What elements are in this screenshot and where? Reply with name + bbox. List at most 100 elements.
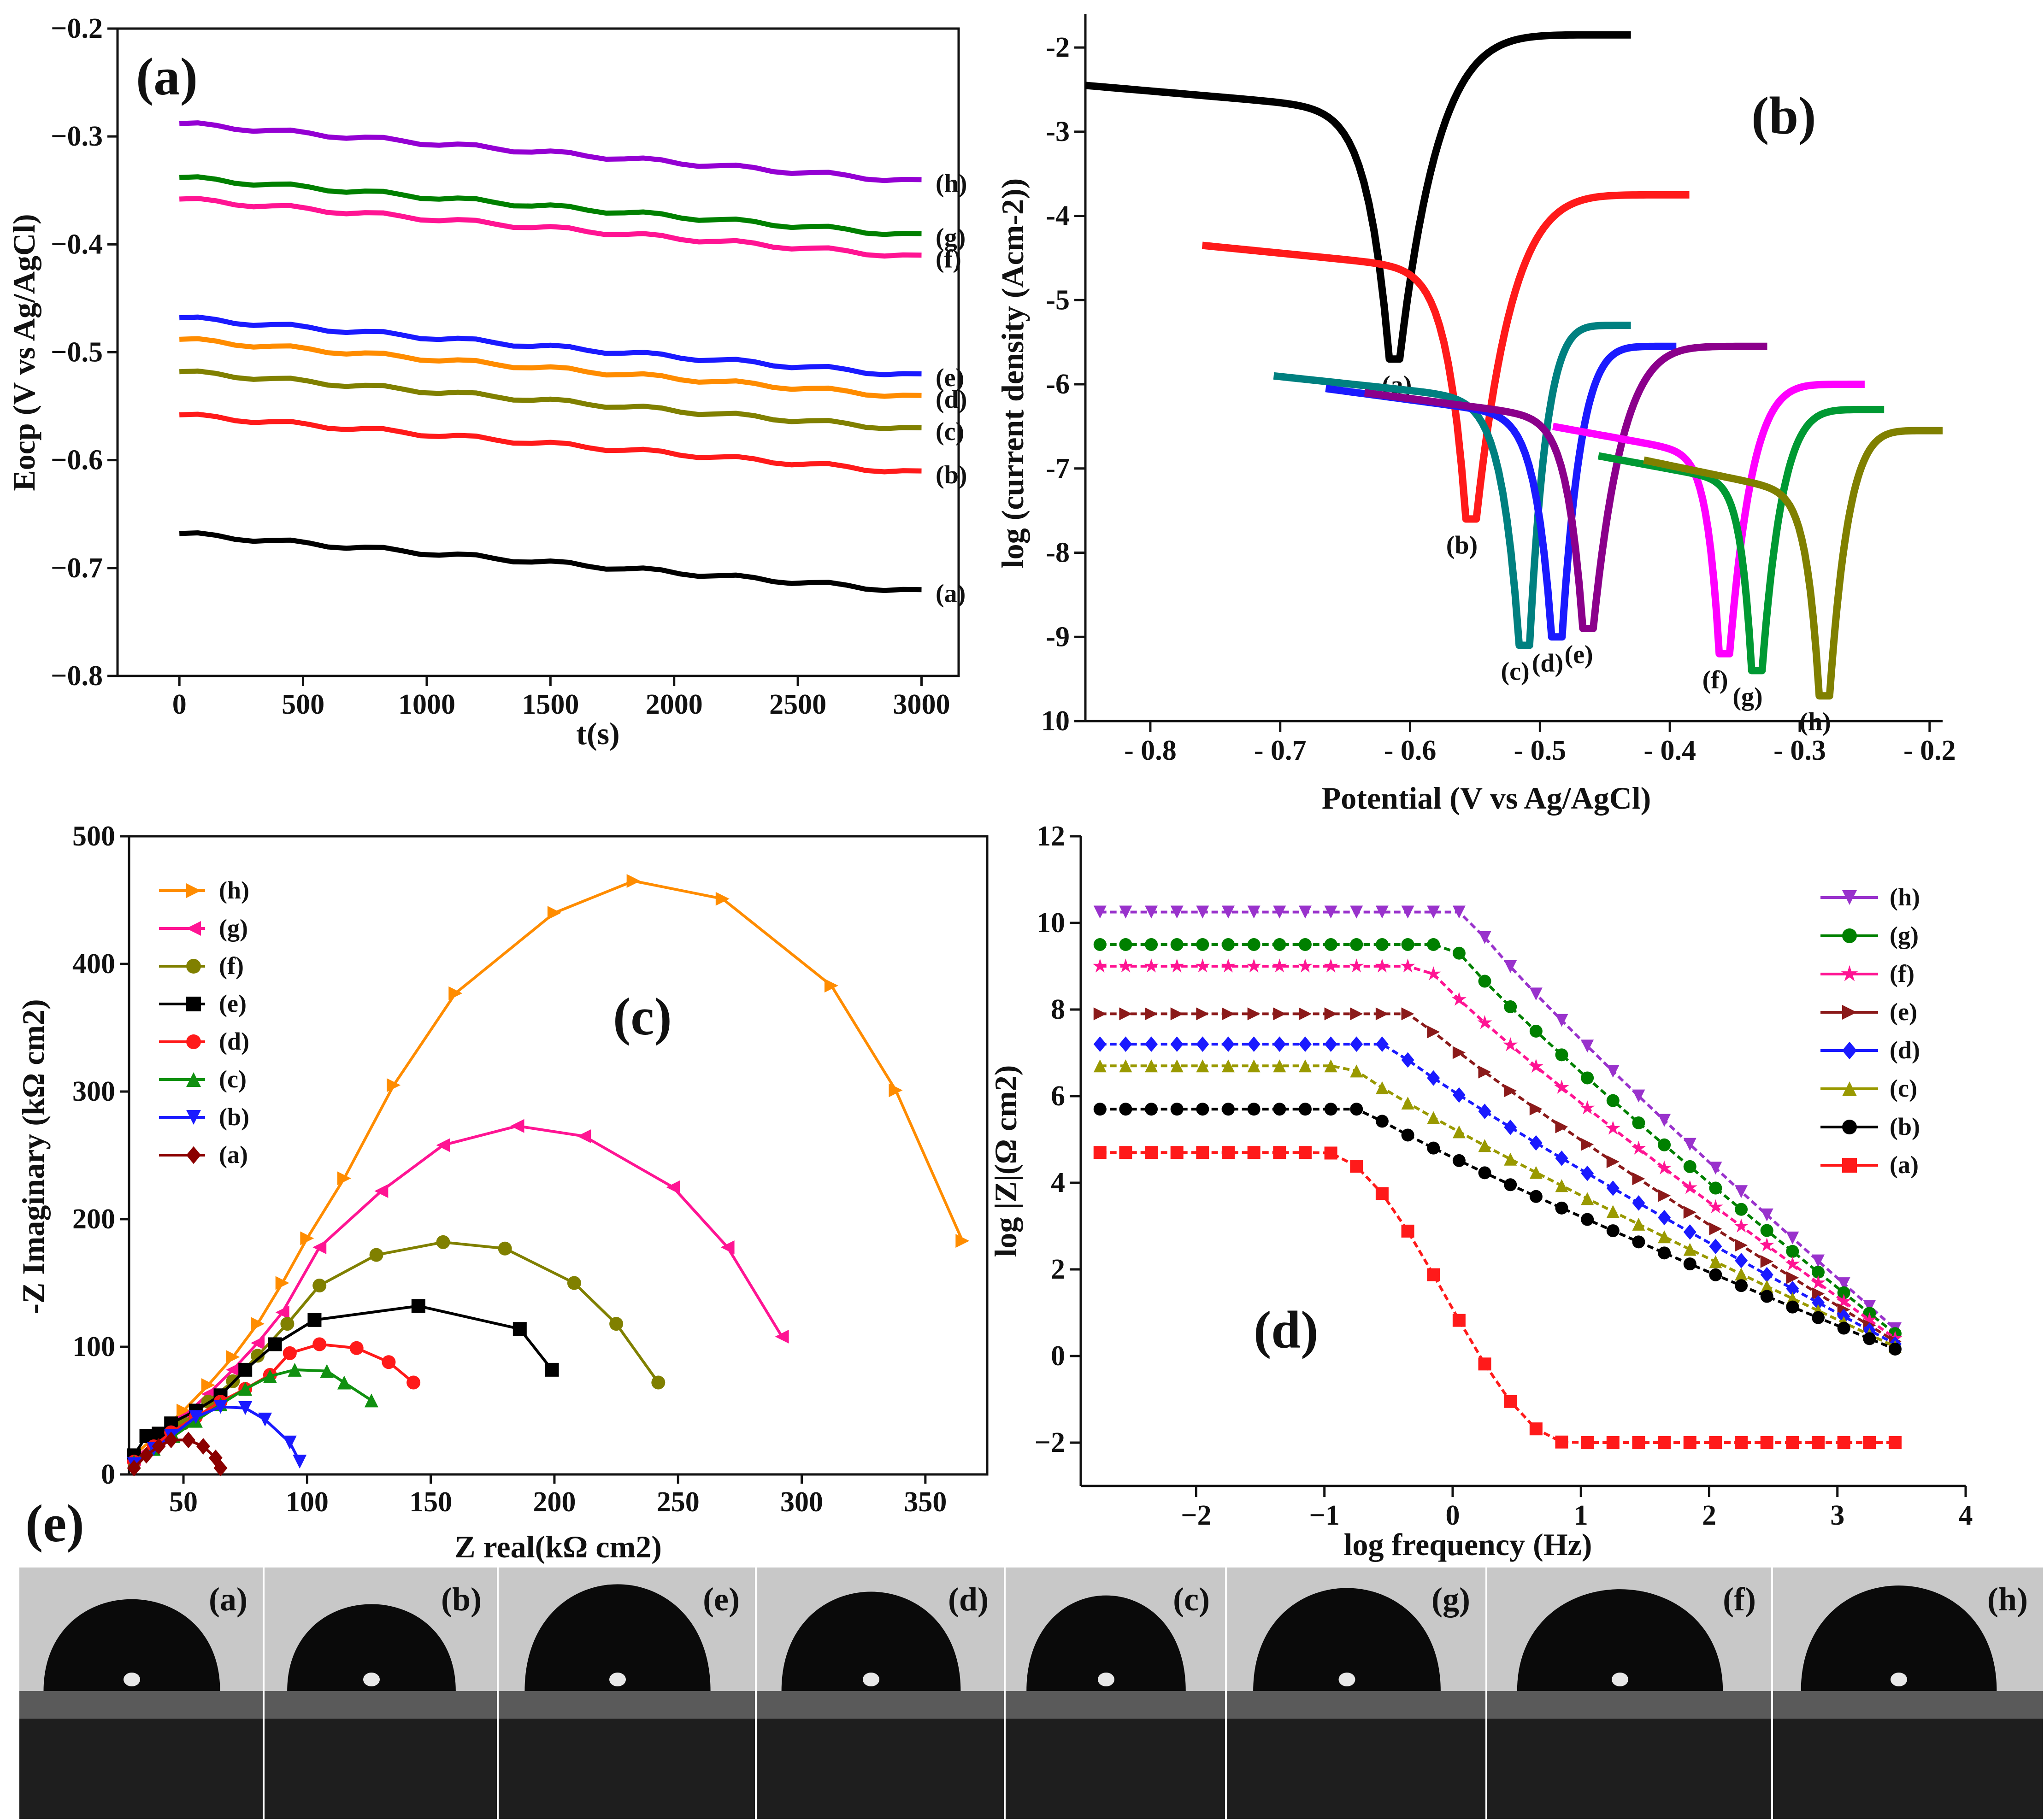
- data-marker: [1145, 1036, 1158, 1052]
- data-marker: [1222, 905, 1235, 919]
- series-label: (a): [936, 579, 966, 608]
- substrate-shadow: [756, 1719, 1005, 1820]
- x-tick-label: - 0.4: [1643, 735, 1696, 766]
- data-marker: [1093, 1103, 1107, 1116]
- data-marker: [1452, 1314, 1466, 1327]
- data-marker: [1452, 1087, 1466, 1103]
- data-marker: [1658, 1436, 1671, 1449]
- water-droplet: [43, 1599, 220, 1691]
- data-marker: [1273, 905, 1286, 919]
- data-marker: [1709, 1239, 1722, 1254]
- data-marker: [1529, 1102, 1543, 1115]
- data-marker: [1324, 1103, 1337, 1116]
- data-marker: [577, 1129, 591, 1143]
- legend-entry: (e): [1890, 998, 1917, 1026]
- data-marker: [1195, 958, 1210, 973]
- data-marker: [1683, 1243, 1696, 1256]
- data-marker: [1119, 1036, 1132, 1052]
- data-marker: [512, 1322, 527, 1336]
- data-marker: [1273, 1146, 1286, 1159]
- data-marker: [226, 1350, 240, 1364]
- data-marker: [545, 1362, 559, 1377]
- data-marker: [547, 906, 561, 920]
- legend-entry: (e): [219, 990, 247, 1017]
- data-marker: [1606, 1224, 1620, 1238]
- droplet-highlight: [863, 1673, 879, 1686]
- x-axis-label: Potential (V vs Ag/AgCl): [1322, 781, 1651, 816]
- data-marker: [1350, 1064, 1363, 1078]
- legend-entry: (g): [1890, 922, 1919, 949]
- x-tick-label: 300: [780, 1486, 823, 1518]
- data-marker: [1426, 966, 1441, 980]
- data-marker: [510, 1119, 524, 1133]
- y-tick-label: 10: [1041, 705, 1070, 737]
- droplet-highlight: [609, 1673, 626, 1686]
- y-tick-label: −0.7: [51, 552, 103, 584]
- data-marker: [1812, 1287, 1825, 1300]
- data-marker: [258, 1412, 272, 1427]
- data-marker: [1119, 938, 1132, 951]
- data-marker: [1401, 1224, 1414, 1238]
- legend-entry: (g): [219, 914, 248, 942]
- y-axis-label: -Z Imaginary (kΩ cm2): [16, 999, 51, 1314]
- data-marker: [1375, 1036, 1389, 1052]
- data-marker: [1401, 905, 1414, 919]
- data-marker: [1145, 905, 1158, 919]
- data-marker: [1427, 1070, 1440, 1086]
- data-marker: [1247, 1059, 1261, 1073]
- x-tick-label: 1000: [398, 689, 455, 720]
- data-marker: [1401, 1052, 1414, 1068]
- substrate-shadow: [498, 1719, 756, 1820]
- data-marker: [1144, 958, 1159, 973]
- data-marker: [387, 1078, 401, 1092]
- y-tick-label: −0.8: [51, 660, 103, 692]
- data-marker: [300, 1231, 314, 1245]
- data-marker: [1222, 1059, 1235, 1073]
- droplet-image: (e): [497, 1566, 757, 1820]
- data-marker: [1709, 1162, 1722, 1175]
- data-marker: [1452, 946, 1466, 960]
- legend-marker: [186, 1034, 201, 1049]
- x-tick-label: 500: [282, 689, 324, 720]
- series-label: (h): [936, 170, 967, 198]
- data-marker: [288, 1362, 302, 1377]
- series-label: (g): [1732, 682, 1762, 711]
- data-marker: [1836, 1293, 1851, 1308]
- data-marker: [1863, 1436, 1876, 1449]
- substrate-shadow: [1226, 1719, 1486, 1820]
- data-marker: [1427, 938, 1440, 951]
- data-marker: [720, 1240, 735, 1254]
- panel-label: (b): [1751, 87, 1816, 145]
- data-marker: [1196, 1059, 1209, 1073]
- data-marker: [1555, 1048, 1568, 1062]
- data-marker: [1323, 958, 1338, 973]
- legend-entry: (a): [219, 1141, 248, 1168]
- data-marker: [1811, 1275, 1826, 1289]
- data-marker: [1555, 1120, 1568, 1133]
- data-marker: [1812, 1254, 1825, 1268]
- data-marker: [1528, 1058, 1543, 1073]
- x-tick-label: −2: [1181, 1500, 1211, 1531]
- data-marker: [1350, 1036, 1363, 1052]
- x-tick-label: 1: [1574, 1500, 1588, 1531]
- data-marker: [1786, 1245, 1799, 1258]
- data-marker: [1093, 905, 1107, 919]
- data-marker: [1529, 1135, 1543, 1151]
- data-marker: [139, 1447, 153, 1464]
- data-marker: [498, 1241, 512, 1256]
- legend-entry: (a): [1890, 1151, 1919, 1179]
- data-marker: [1581, 1436, 1594, 1449]
- legend-entry: (d): [219, 1027, 249, 1055]
- legend-marker: [186, 997, 201, 1011]
- data-marker: [1093, 1007, 1107, 1021]
- series-line-c: [1273, 322, 1633, 649]
- data-marker: [1119, 1146, 1132, 1159]
- y-tick-label: −0.5: [51, 337, 103, 368]
- data-marker: [1401, 1096, 1414, 1110]
- data-marker: [1170, 1007, 1184, 1021]
- data-marker: [1170, 938, 1184, 951]
- data-marker: [127, 1460, 141, 1477]
- data-marker: [1735, 1203, 1748, 1216]
- data-marker: [1196, 1007, 1209, 1021]
